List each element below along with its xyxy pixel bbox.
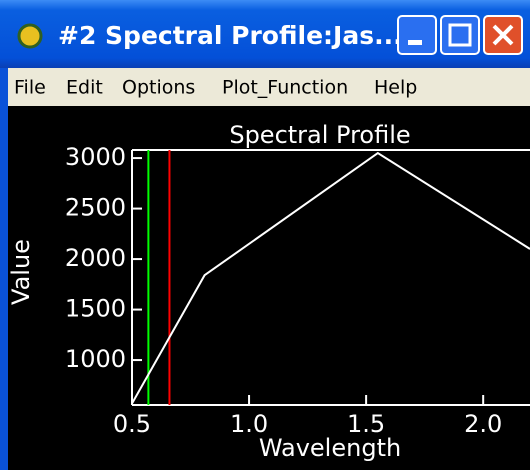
y-tick-label: 1000 — [65, 345, 126, 373]
maximize-icon — [448, 23, 472, 47]
menu-item[interactable]: Options — [122, 77, 195, 99]
data-line — [131, 151, 530, 404]
menu-item[interactable]: Plot_Function — [222, 77, 348, 99]
x-axis-label: Wavelength — [259, 434, 401, 462]
menu-item[interactable]: File — [14, 77, 46, 99]
plot-area — [8, 106, 530, 470]
y-tick-label: 2500 — [65, 194, 126, 222]
y-tick-label: 3000 — [65, 143, 126, 171]
window-title: #2 Spectral Profile:Jas... — [58, 21, 403, 50]
x-tick-label: 1.5 — [347, 410, 385, 438]
close-icon — [492, 24, 514, 46]
app-icon — [17, 23, 43, 49]
y-axis-label: Value — [7, 239, 35, 305]
y-tick-label: 1500 — [65, 295, 126, 323]
maximize-button[interactable] — [440, 15, 480, 55]
chart-title: Spectral Profile — [229, 121, 410, 149]
x-tick-label: 2.0 — [464, 410, 502, 438]
menu-item[interactable]: Help — [374, 77, 417, 99]
x-tick-label: 0.5 — [113, 410, 151, 438]
menu-bar — [8, 68, 530, 106]
minimize-icon — [408, 40, 422, 45]
y-tick-label: 2000 — [65, 244, 126, 272]
minimize-button[interactable] — [397, 15, 437, 55]
x-tick-label: 1.0 — [230, 410, 268, 438]
menu-item[interactable]: Edit — [66, 77, 103, 99]
